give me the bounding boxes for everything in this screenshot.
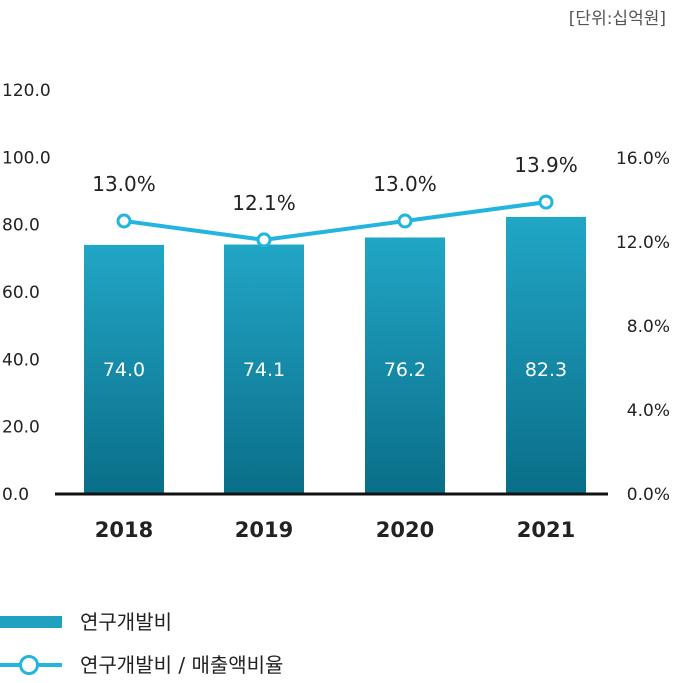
legend-item-bar: 연구개발비 bbox=[0, 600, 420, 640]
legend-bar-label: 연구개발비 bbox=[80, 610, 172, 634]
bar-value-label: 74.1 bbox=[243, 359, 285, 381]
line-point bbox=[116, 213, 132, 229]
legend-item-line: 연구개발비 / 매출액비율 bbox=[0, 643, 420, 683]
bar-series: 74.0 74.1 76.2 82.3 bbox=[84, 216, 586, 494]
legend-bar-swatch bbox=[0, 616, 62, 628]
right-y-tick-label: 4.0% bbox=[627, 401, 670, 421]
left-y-tick-label: 0.0 bbox=[2, 485, 29, 505]
x-tick-label: 2021 bbox=[517, 518, 575, 542]
line-value-label: 12.1% bbox=[232, 191, 296, 215]
right-y-axis: 0.0% 4.0% 8.0% 12.0% 16.0% bbox=[616, 149, 670, 505]
line-value-label: 13.0% bbox=[92, 172, 156, 196]
x-tick-label: 2018 bbox=[95, 518, 153, 542]
left-y-tick-label: 80.0 bbox=[2, 216, 40, 236]
right-y-tick-label: 12.0% bbox=[616, 233, 670, 253]
bar bbox=[365, 237, 445, 494]
bar bbox=[506, 216, 586, 494]
line-point bbox=[397, 213, 413, 229]
x-tick-label: 2019 bbox=[235, 518, 293, 542]
bar bbox=[84, 244, 164, 494]
legend-marker-icon bbox=[19, 655, 39, 675]
legend-line-label: 연구개발비 / 매출액비율 bbox=[80, 653, 284, 677]
bar bbox=[224, 244, 304, 494]
line-point bbox=[538, 194, 554, 210]
bar-value-label: 74.0 bbox=[103, 359, 145, 381]
line-value-label: 13.9% bbox=[514, 153, 578, 177]
left-y-tick-label: 60.0 bbox=[2, 283, 40, 303]
line-value-label: 13.0% bbox=[373, 172, 437, 196]
line-series: 13.0% 12.1% 13.0% 13.9% bbox=[92, 153, 578, 248]
x-axis: 2018 2019 2020 2021 bbox=[95, 518, 575, 542]
left-y-tick-label: 120.0 bbox=[2, 81, 51, 101]
left-y-axis: 0.0 20.0 40.0 60.0 80.0 100.0 120.0 bbox=[2, 81, 51, 505]
left-y-tick-label: 20.0 bbox=[2, 418, 40, 438]
bar-value-label: 76.2 bbox=[384, 359, 426, 381]
right-y-tick-label: 8.0% bbox=[627, 317, 670, 337]
bar-value-label: 82.3 bbox=[525, 359, 567, 381]
right-y-tick-label: 0.0% bbox=[627, 485, 670, 505]
right-y-tick-label: 16.0% bbox=[616, 149, 670, 169]
x-tick-label: 2020 bbox=[376, 518, 434, 542]
line-point bbox=[256, 232, 272, 248]
left-y-tick-label: 40.0 bbox=[2, 350, 40, 370]
series-line bbox=[123, 200, 547, 242]
chart: 0.0 20.0 40.0 60.0 80.0 100.0 120.0 0.0% 4.0% 8.… bbox=[2, 81, 670, 542]
unit-label: [단위:십억원] bbox=[568, 9, 666, 29]
left-y-tick-label: 100.0 bbox=[2, 148, 51, 168]
